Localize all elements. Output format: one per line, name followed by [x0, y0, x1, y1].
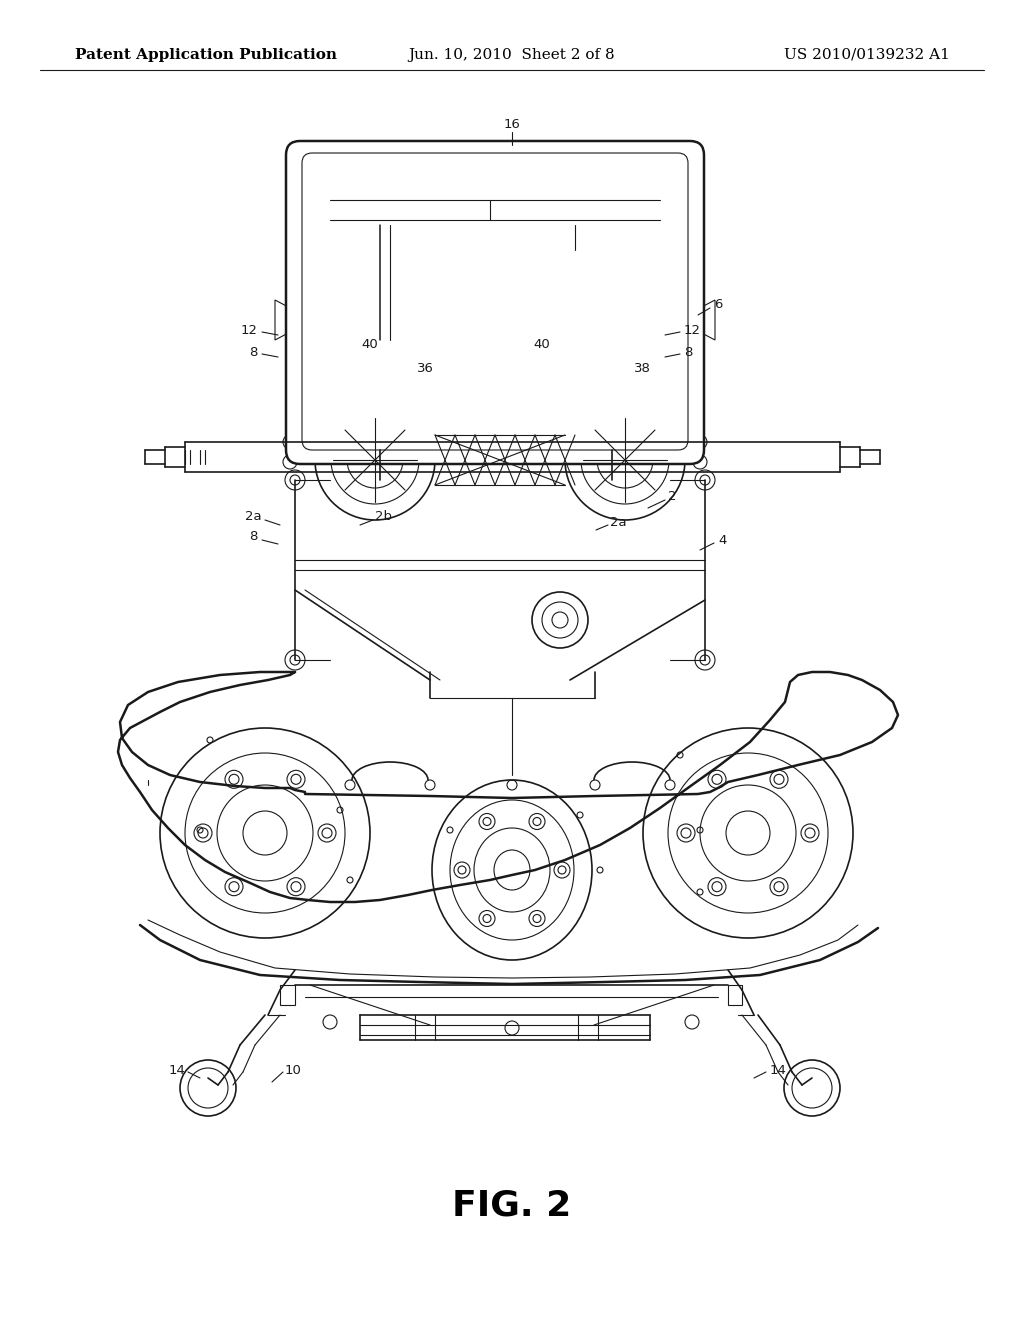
Text: 2: 2: [668, 491, 677, 503]
Text: Patent Application Publication: Patent Application Publication: [75, 48, 337, 62]
Text: 2a: 2a: [610, 516, 627, 528]
Circle shape: [565, 400, 685, 520]
Text: 2b: 2b: [375, 511, 392, 524]
Text: 12: 12: [684, 323, 701, 337]
Polygon shape: [280, 985, 295, 1005]
Circle shape: [695, 649, 715, 671]
Text: Jun. 10, 2010  Sheet 2 of 8: Jun. 10, 2010 Sheet 2 of 8: [409, 48, 615, 62]
Text: 40: 40: [534, 338, 550, 351]
Circle shape: [180, 1060, 236, 1115]
Circle shape: [695, 470, 715, 490]
Text: 36: 36: [417, 362, 433, 375]
Text: 40: 40: [361, 338, 379, 351]
Circle shape: [643, 729, 853, 939]
Text: US 2010/0139232 A1: US 2010/0139232 A1: [784, 48, 950, 62]
Circle shape: [784, 1060, 840, 1115]
Text: 8: 8: [250, 346, 258, 359]
Polygon shape: [696, 300, 715, 341]
Text: 8: 8: [250, 531, 258, 544]
Text: 4: 4: [718, 533, 726, 546]
Text: 14: 14: [168, 1064, 185, 1077]
Text: 38: 38: [634, 362, 651, 375]
Text: 14: 14: [770, 1064, 786, 1077]
Circle shape: [285, 649, 305, 671]
FancyBboxPatch shape: [286, 141, 705, 465]
Circle shape: [452, 232, 568, 348]
Text: 6: 6: [714, 298, 722, 312]
Polygon shape: [275, 300, 294, 341]
Text: 2a: 2a: [246, 511, 262, 524]
Text: 8: 8: [684, 346, 692, 359]
Text: 10: 10: [285, 1064, 302, 1077]
Text: FIG. 2: FIG. 2: [453, 1188, 571, 1222]
Text: 12: 12: [241, 323, 258, 337]
Circle shape: [315, 400, 435, 520]
Text: 16: 16: [504, 119, 520, 132]
Circle shape: [532, 591, 588, 648]
Circle shape: [285, 470, 305, 490]
Polygon shape: [728, 985, 742, 1005]
Circle shape: [160, 729, 370, 939]
